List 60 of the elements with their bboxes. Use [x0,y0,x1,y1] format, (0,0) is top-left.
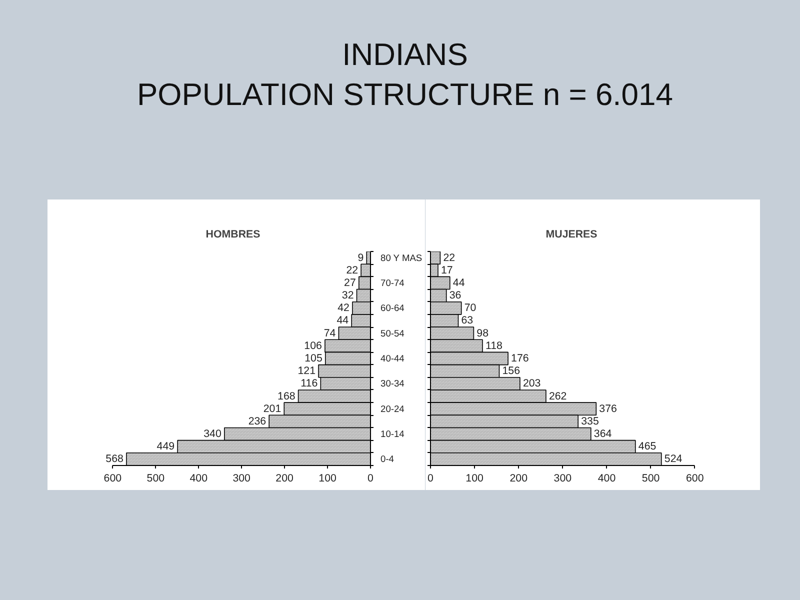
x-tick-label: 200 [510,472,528,484]
data-label: 236 [248,415,266,428]
data-label: 376 [599,402,618,415]
data-label: 568 [106,453,124,466]
chart-title: MUJERES [546,228,598,240]
data-label: 63 [461,314,474,327]
x-tick-label: 400 [190,472,208,484]
data-label: 32 [342,290,354,302]
x-tick-label: 400 [598,472,616,484]
data-label: 27 [344,276,356,289]
data-label: 9 [358,252,364,264]
y-tick-label: 40-44 [380,354,404,364]
data-label: 44 [336,314,349,327]
x-tick-label: 100 [466,472,484,484]
data-label: 116 [300,378,318,390]
data-label: 44 [452,276,465,289]
x-tick-label: 500 [146,472,165,484]
x-tick-label: 600 [104,472,122,484]
data-label: 121 [298,365,316,378]
chart-title: HOMBRES [206,228,260,240]
y-tick-label: 20-24 [380,404,404,414]
data-label: 203 [522,378,541,390]
x-tick-label: 0 [368,472,374,484]
data-label: 106 [304,340,322,352]
data-label: 17 [440,264,453,276]
data-label: 105 [304,352,322,364]
data-label: 201 [263,402,282,415]
data-label: 335 [581,415,599,428]
x-tick-label: 300 [232,472,251,484]
data-label: 118 [485,340,503,352]
data-label: 70 [464,302,476,314]
data-label: 340 [204,428,222,440]
data-label: 168 [278,390,296,402]
data-label: 465 [638,440,656,453]
x-tick-label: 300 [554,472,572,484]
data-label: 74 [324,327,336,340]
y-tick-label: 10-14 [380,429,404,440]
x-tick-label: 100 [318,472,336,484]
y-tick-label: 80 Y MAS [380,252,422,263]
data-label: 156 [502,365,520,378]
text: INDIANS POPULATION STRUCTURE n = 6.014 [136,36,674,114]
data-label: 524 [664,453,682,466]
y-tick-label: 50-54 [380,328,404,338]
data-label: 262 [548,390,567,402]
data-label: 36 [449,290,462,302]
y-tick-label: 70-74 [380,278,404,288]
data-label: 449 [156,440,175,453]
data-label: 42 [338,302,350,314]
data-label: 22 [346,264,358,276]
data-label: 98 [476,327,489,340]
x-tick-label: 500 [642,472,660,484]
y-tick-label: 60-64 [380,303,404,314]
x-tick-label: 600 [686,472,704,484]
data-label: 176 [511,352,529,364]
y-tick-label: 30-34 [380,378,404,389]
x-tick-label: 200 [276,472,294,484]
y-tick-label: 0-4 [380,454,394,464]
data-label: 364 [594,428,612,440]
data-label: 22 [443,252,456,264]
x-tick-label: 0 [428,472,434,484]
